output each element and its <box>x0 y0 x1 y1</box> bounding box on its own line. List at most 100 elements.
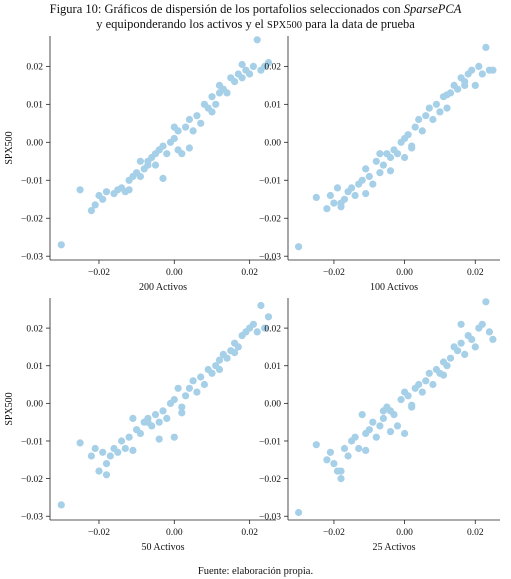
data-point <box>178 403 186 411</box>
data-point <box>376 150 384 158</box>
data-point <box>200 380 208 389</box>
data-point <box>91 444 99 453</box>
data-point <box>212 100 220 108</box>
data-point <box>125 186 133 194</box>
data-point <box>408 144 416 152</box>
x-axis-label: 100 Activos <box>370 282 418 293</box>
scatter-panel-3: −0.02 0.00 0.02 −0.03 −0.02 −0.01 0.00 0.01 0.02… <box>4 298 276 553</box>
data-point <box>489 66 497 74</box>
data-point <box>358 176 366 184</box>
caption-line-2: y equiponderando los activos y el SPX500… <box>0 17 511 33</box>
data-point <box>330 460 338 468</box>
data-point <box>326 191 334 200</box>
data-point <box>418 127 426 135</box>
y-tick-label: 0.00 <box>264 400 281 410</box>
data-point <box>369 180 377 188</box>
data-point <box>401 153 409 162</box>
source-note: Fuente: elaboración propia. <box>197 566 314 577</box>
data-point <box>330 199 338 207</box>
y-tick-label: 0.00 <box>26 400 43 410</box>
data-point <box>340 444 349 453</box>
data-point <box>422 112 430 120</box>
data-point <box>170 134 178 143</box>
y-tick-label: 0.01 <box>26 362 43 372</box>
data-point <box>185 384 193 392</box>
data-point <box>376 422 384 430</box>
y-tick-label: 0.02 <box>26 324 43 334</box>
data-point <box>257 301 265 310</box>
data-point <box>436 108 444 116</box>
data-point <box>87 452 95 460</box>
data-point <box>358 411 366 419</box>
data-point <box>348 184 356 192</box>
data-point <box>129 414 137 422</box>
data-point <box>454 85 462 93</box>
data-point <box>197 119 205 127</box>
x-tick-label: −0.02 <box>88 528 110 538</box>
y-tick-label: 0.00 <box>264 139 281 149</box>
data-point <box>457 320 465 328</box>
data-point <box>151 161 160 169</box>
data-point <box>238 74 246 82</box>
x-tick-label: −0.02 <box>88 268 110 278</box>
x-tick-label: 0.00 <box>396 528 413 538</box>
data-point <box>365 172 373 181</box>
data-point <box>432 100 440 108</box>
data-point <box>87 207 95 215</box>
y-tick-label: 0.01 <box>264 362 281 372</box>
y-tick-label: 0.02 <box>264 324 281 334</box>
data-point <box>170 396 178 404</box>
y-tick-label: −0.03 <box>259 513 281 523</box>
figure-caption: Figura 10: Gráficos de dispersión de los… <box>0 2 511 33</box>
x-tick-label: 0.00 <box>166 528 183 538</box>
caption-line2-suffix: para la data de prueba <box>302 17 415 31</box>
data-point <box>461 350 469 358</box>
data-point <box>390 411 398 419</box>
caption-line-1: Figura 10: Gráficos de dispersión de los… <box>0 2 511 17</box>
data-point <box>208 369 216 377</box>
data-point <box>372 433 380 441</box>
data-point <box>223 89 231 97</box>
x-tick-label: 0.00 <box>396 268 413 278</box>
data-point <box>159 407 167 415</box>
data-point <box>102 471 111 479</box>
data-point <box>76 186 84 194</box>
data-point <box>323 205 331 213</box>
data-point <box>231 349 239 357</box>
data-point <box>163 150 171 158</box>
data-point <box>454 347 462 355</box>
data-point <box>461 81 469 89</box>
data-point <box>404 131 412 139</box>
data-point <box>362 446 370 454</box>
data-point <box>386 167 395 175</box>
data-point <box>197 373 205 381</box>
caption-index: SPX500 <box>267 20 303 31</box>
data-point <box>136 429 144 438</box>
y-axis-label: SPX500 <box>4 392 15 425</box>
data-point <box>397 396 405 404</box>
data-point <box>337 199 345 207</box>
data-point <box>485 328 493 336</box>
data-point <box>482 298 490 306</box>
data-point <box>475 62 483 70</box>
data-point <box>159 142 167 150</box>
y-tick-label: 0.02 <box>264 63 281 73</box>
data-point <box>471 343 479 351</box>
y-tick-label: −0.02 <box>259 475 281 485</box>
data-point <box>351 433 359 441</box>
data-point <box>129 446 137 454</box>
scatter-panel-2: −0.02 0.00 0.02 −0.03 −0.02 −0.01 0.00 0.01 0.02… <box>259 36 500 293</box>
y-tick-label: −0.01 <box>21 437 43 447</box>
data-point <box>425 104 433 112</box>
data-point <box>136 157 144 165</box>
data-point <box>163 414 171 422</box>
data-point <box>151 411 160 419</box>
data-point <box>246 70 254 78</box>
data-point <box>425 369 433 377</box>
data-point <box>208 93 216 101</box>
data-point <box>253 36 261 44</box>
data-point <box>170 433 178 441</box>
data-point <box>362 165 370 173</box>
data-point <box>415 380 423 389</box>
data-point <box>337 475 345 483</box>
